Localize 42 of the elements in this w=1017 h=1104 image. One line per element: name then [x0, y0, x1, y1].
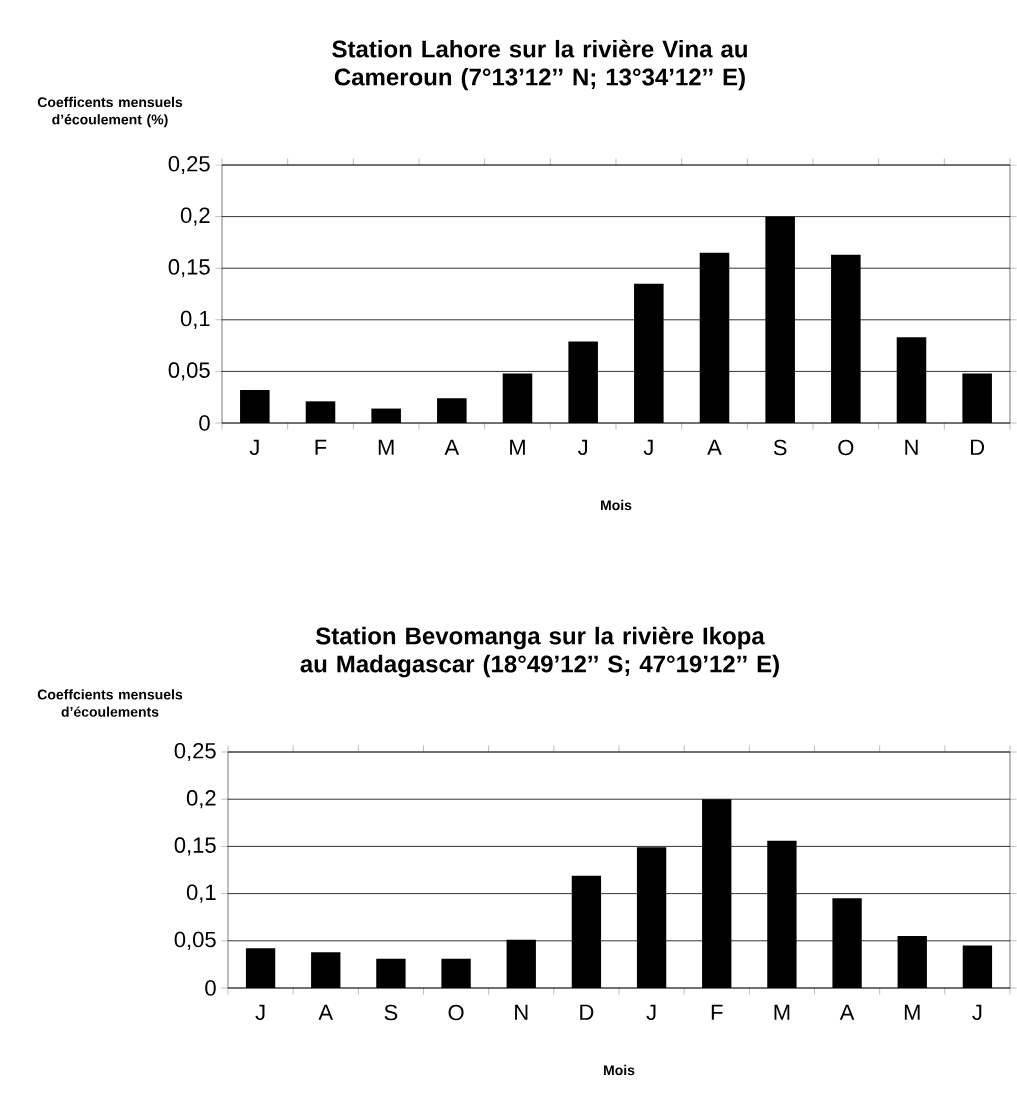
chart-title: Station Bevomanga sur la rivière Ikopa au Madagascar (18°49’12’’ S; 47°19’12’’ E)	[300, 626, 780, 678]
y-tick-label: 0,05	[168, 362, 210, 381]
x-tick-label: A	[318, 1004, 334, 1020]
x-tick-label: M	[378, 439, 394, 455]
x-tick-label: O	[838, 439, 854, 456]
y-tick-label: 0,1	[187, 884, 216, 903]
x-tick-label: J	[643, 439, 653, 456]
y-tick-label: 0,1	[181, 310, 210, 329]
x-tick-label: N	[905, 439, 918, 455]
y-tick-label: 0,2	[181, 207, 210, 226]
y-tick-label: 0,15	[168, 259, 210, 278]
x-tick-label: A	[707, 439, 722, 455]
x-tick-label: D	[580, 1004, 594, 1020]
x-tick-label: D	[971, 439, 985, 455]
x-axis-title: Mois	[604, 1064, 635, 1076]
x-tick-label: F	[315, 439, 327, 455]
x-tick-label: M	[904, 1004, 920, 1020]
x-tick-label: J	[578, 439, 588, 456]
x-tick-label: M	[774, 1004, 790, 1020]
x-tick-label: S	[773, 439, 787, 456]
x-tick-label: F	[711, 1004, 723, 1020]
x-tick-label: O	[448, 1004, 464, 1021]
chart-title: Station Lahore sur la rivière Vina au Cameroun (7°13’12’’ N; 13°34’12’’ E)	[332, 39, 748, 91]
y-tick-label: 0,25	[174, 742, 216, 762]
x-tick-label: M	[510, 439, 525, 455]
x-tick-label: J	[646, 1004, 656, 1021]
x-tick-label: N	[515, 1004, 528, 1020]
y-axis-title: Coefficents mensuels d’écoulement (%)	[37, 96, 183, 128]
y-axis-title: Coeffcients mensuels d’écoulements	[37, 689, 183, 717]
x-tick-label: J	[255, 1004, 265, 1021]
y-tick-label: 0,15	[174, 837, 216, 856]
x-axis-title: Mois	[601, 499, 632, 511]
y-tick-label: 0,05	[174, 931, 216, 950]
x-tick-label: J	[249, 439, 259, 456]
y-tick-label: 0	[205, 980, 216, 996]
x-tick-label: A	[444, 439, 460, 455]
x-tick-label: J	[972, 1004, 982, 1021]
y-tick-label: 0,25	[168, 155, 210, 175]
x-tick-label: A	[839, 1004, 855, 1020]
y-tick-label: 0	[199, 415, 210, 431]
y-tick-label: 0,2	[187, 790, 216, 809]
x-tick-label: S	[384, 1004, 398, 1021]
